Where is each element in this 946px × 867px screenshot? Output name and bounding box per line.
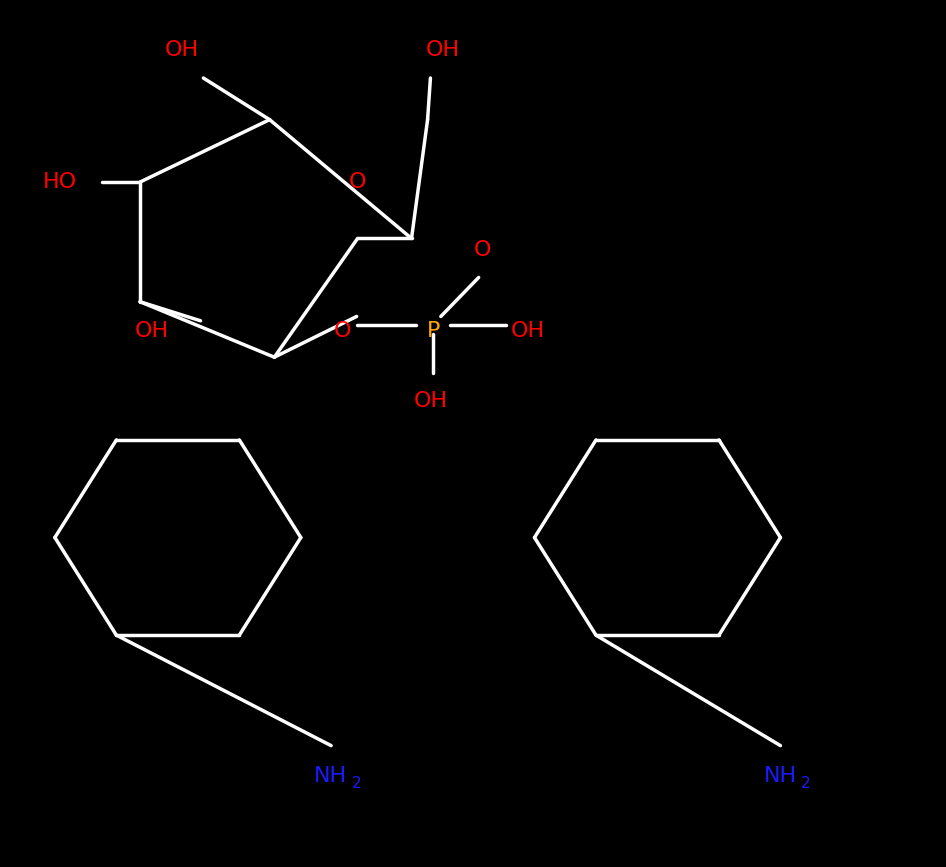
- Text: O: O: [474, 239, 491, 260]
- Text: OH: OH: [413, 390, 447, 411]
- Text: O: O: [334, 321, 351, 342]
- Text: HO: HO: [43, 172, 77, 192]
- Text: OH: OH: [134, 321, 168, 342]
- Text: OH: OH: [511, 321, 545, 342]
- Text: O: O: [349, 172, 366, 192]
- Text: 2: 2: [352, 776, 361, 792]
- Text: NH: NH: [314, 766, 347, 786]
- Text: 2: 2: [801, 776, 811, 792]
- Text: NH: NH: [763, 766, 797, 786]
- Text: OH: OH: [165, 40, 199, 61]
- Text: OH: OH: [426, 40, 460, 61]
- Text: P: P: [427, 321, 440, 342]
